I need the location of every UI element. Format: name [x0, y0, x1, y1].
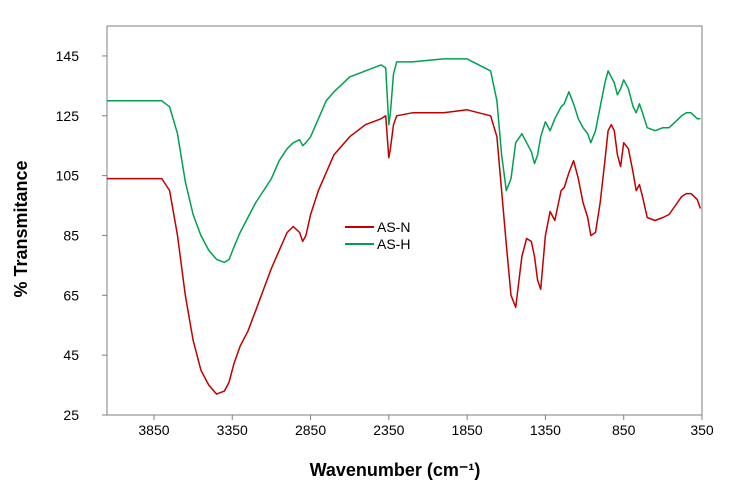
legend: AS-N AS-H: [345, 219, 410, 252]
x-tick-label: 2350: [373, 422, 404, 438]
x-tick-label: 3350: [217, 422, 248, 438]
x-tick-label: 350: [690, 422, 714, 438]
x-axis-ticks: 3850 3350 2850 2350 1850 1350 850 350: [138, 415, 714, 438]
x-tick-label: 1850: [452, 422, 483, 438]
series-layer: [107, 58, 702, 395]
legend-label-as-h: AS-H: [377, 236, 410, 252]
x-axis-title: Wavenumber (cm⁻¹): [310, 460, 481, 480]
series-line-as-h: [107, 58, 701, 264]
y-tick-label: 25: [63, 407, 79, 423]
plot-frame: [106, 25, 703, 416]
y-tick-label: 65: [63, 287, 79, 303]
y-tick-label: 45: [63, 347, 79, 363]
y-axis-ticks: 25 45 65 85 105 125 145: [56, 48, 107, 423]
legend-label-as-n: AS-N: [377, 219, 410, 235]
y-tick-label: 105: [56, 168, 80, 184]
series-line-as-n: [107, 109, 702, 395]
x-tick-label: 2850: [295, 422, 326, 438]
x-tick-label: 3850: [138, 422, 169, 438]
y-axis-title: % Transmitance: [11, 160, 31, 297]
y-tick-label: 145: [56, 48, 80, 64]
y-tick-label: 125: [56, 108, 80, 124]
y-tick-label: 85: [63, 227, 79, 243]
x-tick-label: 850: [612, 422, 636, 438]
x-tick-label: 1350: [530, 422, 561, 438]
